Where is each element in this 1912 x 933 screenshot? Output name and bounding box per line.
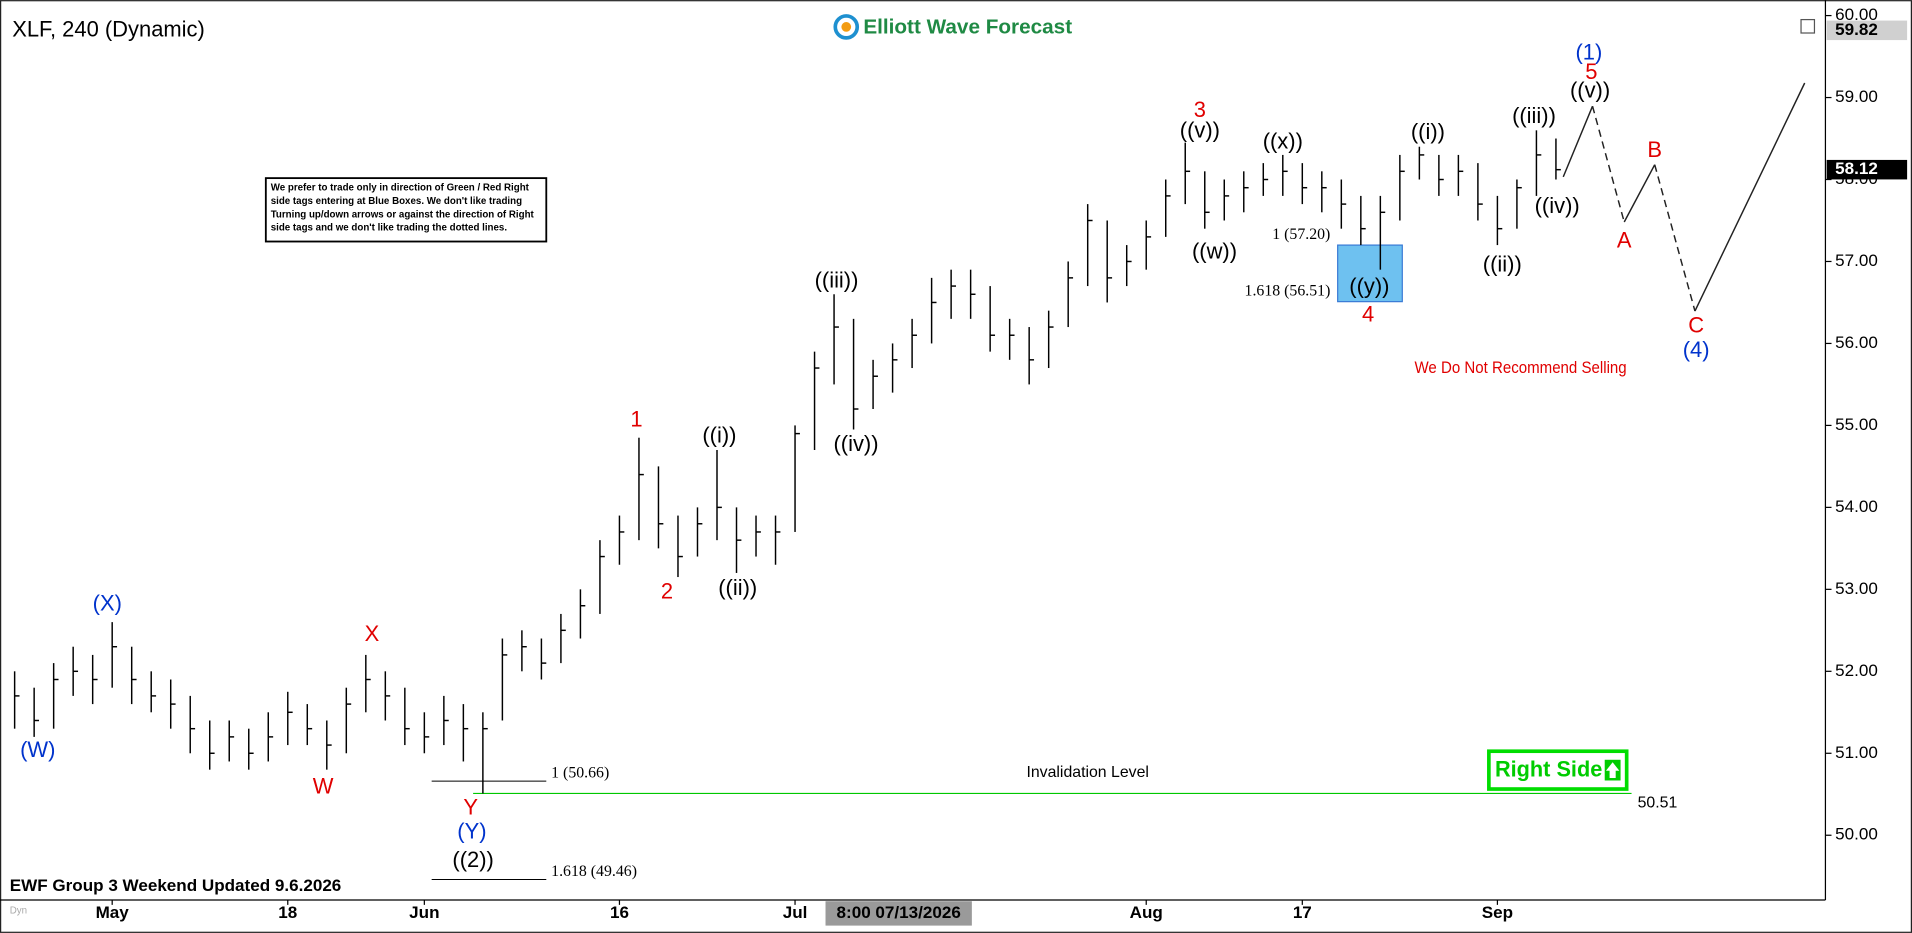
logo-icon bbox=[833, 14, 860, 40]
right-side-tag: Right Side bbox=[1487, 749, 1629, 791]
x-tick-label: 18 bbox=[278, 903, 297, 922]
crosshair-label: 8:00 07/13/2026 bbox=[837, 903, 961, 922]
y-tick-label: 52.00 bbox=[1835, 661, 1878, 680]
note-line: side tags and we don't like trading the … bbox=[271, 223, 508, 234]
fib-label: 1.618 (49.46) bbox=[551, 863, 637, 880]
footer: EWF Group 3 Weekend Updated 9.6.2026 bbox=[10, 876, 342, 895]
y-tick-label: 53.00 bbox=[1835, 579, 1878, 598]
y-tick-label: 51.00 bbox=[1835, 743, 1878, 762]
wave-label: 5 bbox=[1585, 59, 1597, 84]
invalidation-label: Invalidation Level bbox=[1026, 764, 1148, 781]
note-box: We prefer to trade only in direction of … bbox=[264, 177, 548, 243]
wave-label: 2 bbox=[661, 579, 673, 604]
wave-label: 4 bbox=[1362, 302, 1374, 327]
price-label-box bbox=[1826, 20, 1908, 41]
wave-label: ((i)) bbox=[702, 422, 736, 447]
wave-label: ((x)) bbox=[1263, 129, 1303, 154]
projection-line bbox=[1654, 164, 1696, 312]
price-label: 58.12 bbox=[1835, 159, 1878, 178]
wave-label: ((v)) bbox=[1180, 118, 1220, 143]
wave-label: 3 bbox=[1194, 97, 1206, 122]
fib-label: 1 (50.66) bbox=[551, 764, 609, 781]
wave-label: ((i)) bbox=[1411, 119, 1445, 144]
up-arrow bbox=[1605, 762, 1620, 779]
projection bbox=[1562, 82, 1806, 312]
wave-label: ((w)) bbox=[1192, 238, 1237, 263]
x-tick-label: 16 bbox=[610, 903, 629, 922]
y-tick-label: 60.00 bbox=[1835, 5, 1878, 24]
x-tick-label: Jul bbox=[783, 903, 808, 922]
wave-label: ((ii)) bbox=[1483, 252, 1522, 277]
right-side-frame bbox=[1487, 749, 1629, 791]
fib-label: 1.618 (56.51) bbox=[1245, 283, 1331, 300]
wave-label: (W) bbox=[20, 737, 55, 762]
note-line: Turning up/down arrows or against the di… bbox=[271, 209, 535, 220]
blue-box bbox=[1337, 244, 1403, 303]
wave-label: B bbox=[1647, 137, 1662, 162]
logo-icon-core bbox=[841, 22, 852, 32]
logo: Elliott Wave Forecast bbox=[833, 14, 1072, 40]
wave-label: ((iv)) bbox=[1535, 193, 1580, 218]
chart-title: XLF, 240 (Dynamic) bbox=[12, 16, 205, 41]
y-tick-label: 54.00 bbox=[1835, 497, 1878, 516]
wave-label: ((2)) bbox=[452, 847, 493, 872]
price-label: 59.82 bbox=[1835, 20, 1878, 39]
crosshair-box bbox=[825, 901, 972, 926]
wave-label: X bbox=[365, 621, 380, 646]
wave-label: 1 bbox=[630, 407, 642, 432]
projection-line bbox=[1623, 164, 1656, 223]
price-label-box bbox=[1826, 159, 1908, 180]
wave-label: W bbox=[313, 774, 334, 799]
note-line: side tags entering at Blue Boxes. We don… bbox=[271, 196, 522, 207]
x-tick-label: Jun bbox=[409, 903, 439, 922]
wave-label: A bbox=[1617, 227, 1632, 252]
wave-label: ((iii)) bbox=[1512, 103, 1556, 128]
x-tick-label: 17 bbox=[1293, 903, 1312, 922]
y-tick-label: 56.00 bbox=[1835, 333, 1878, 352]
y-tick-label: 50.00 bbox=[1835, 825, 1878, 844]
projection-line bbox=[1694, 82, 1806, 312]
projection-line bbox=[1562, 105, 1594, 178]
wave-label: (4) bbox=[1683, 337, 1710, 362]
wave-label: ((iv)) bbox=[833, 431, 878, 456]
footer-tag: Dyn bbox=[10, 906, 27, 917]
right-side-text: Right Side bbox=[1495, 757, 1602, 782]
note-frame bbox=[264, 177, 548, 243]
x-tick-label: Sep bbox=[1482, 903, 1513, 922]
invalidation-value: 50.51 bbox=[1638, 794, 1678, 811]
y-tick-label: 59.00 bbox=[1835, 87, 1878, 106]
wave-label: Y bbox=[463, 794, 478, 819]
x-tick-label: May bbox=[96, 903, 130, 922]
note-line: We prefer to trade only in direction of … bbox=[271, 182, 530, 193]
wave-label: (X) bbox=[93, 591, 122, 616]
wave-label: ((v)) bbox=[1570, 77, 1610, 102]
y-tick-label: 57.00 bbox=[1835, 251, 1878, 270]
warning: We Do Not Recommend Selling bbox=[1414, 358, 1626, 377]
y-tick-label: 55.00 bbox=[1835, 415, 1878, 434]
wave-label: ((y)) bbox=[1349, 274, 1389, 299]
fib-label: 1 (57.20) bbox=[1272, 226, 1330, 243]
projection-line bbox=[1591, 105, 1625, 223]
x-tick-label: Aug bbox=[1130, 903, 1163, 922]
wave-label: (1) bbox=[1575, 40, 1602, 65]
brand: Elliott Wave Forecast bbox=[863, 16, 1072, 39]
wave-label: (Y) bbox=[457, 819, 486, 844]
wave-label: C bbox=[1688, 313, 1704, 338]
wave-label: ((iii)) bbox=[815, 268, 859, 293]
wave-label: ((ii)) bbox=[718, 575, 757, 600]
window-icon[interactable] bbox=[1800, 18, 1816, 34]
